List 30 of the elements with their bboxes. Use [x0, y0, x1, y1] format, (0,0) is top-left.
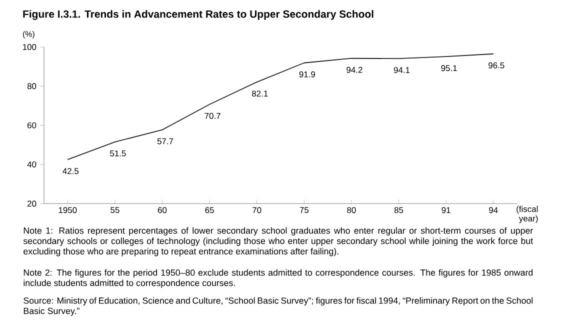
- x-tick-label: 91: [442, 207, 450, 214]
- y-tick-label: 100: [22, 44, 36, 50]
- data-label: 51.5: [110, 150, 126, 156]
- data-label: 94.2: [346, 66, 362, 73]
- x-tick-label: 1950: [58, 207, 77, 214]
- x-tick-label: 60: [158, 207, 167, 214]
- data-label: 94.1: [394, 67, 410, 74]
- text: Note 1: Ratios represent percentages of lower secondary school graduates who enter regular or short-term courses of upper secondary schools or colleges of technology (including those who enter upper secondary school while joining the work force but excluding those who are preparing to repeat entrance examinations after failing).: [23, 227, 534, 256]
- x-tick-label: 85: [394, 207, 404, 214]
- x-tick-label: 65: [205, 207, 214, 214]
- x-tick-label: 55: [110, 207, 120, 214]
- data-label: 57.7: [157, 138, 174, 144]
- source-note: Source: Ministry of Education, Science and Culture, “School Basic Survey”; figures for fiscal 1994, “Preliminary Report on the School Basic Survey.”: [24, 297, 533, 316]
- data-label: 91.9: [299, 71, 315, 78]
- data-label: 96.5: [488, 62, 504, 68]
- x-axis-title: (fiscal year): [516, 206, 538, 224]
- data-label: 42.5: [62, 168, 79, 174]
- data-label: 82.1: [252, 90, 268, 97]
- y-tick-label: 60: [28, 122, 36, 128]
- x-tick-label: 75: [300, 207, 309, 214]
- y-tick-label: 20: [27, 200, 36, 207]
- x-tick-label: 70: [252, 207, 262, 214]
- x-tick-label: 94: [489, 207, 498, 214]
- data-label: 70.7: [204, 112, 220, 119]
- x-tick-label: 80: [347, 207, 356, 214]
- y-tick-label: 40: [27, 161, 36, 168]
- text: Note 2: The figures for the period 1950–80 exclude students admitted to correspondence courses. The figures for 1985 onward include students admitted to correspondence courses.: [24, 269, 533, 288]
- y-tick-label: 80: [27, 83, 36, 90]
- data-label: 95.1: [441, 65, 457, 72]
- chart-title: Figure I.3.1. Trends in Advancement Rates to Upper Secondary School: [23, 10, 374, 20]
